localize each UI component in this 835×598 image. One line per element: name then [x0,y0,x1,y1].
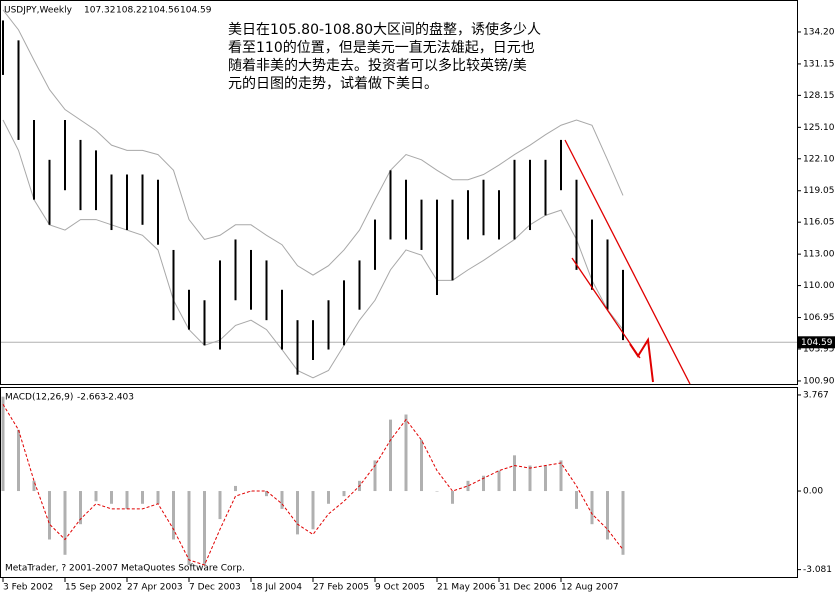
y-tick-label: 128.15 [803,91,835,101]
symbol: USDJPY,Weekly [4,6,73,16]
y-tick-label: 106.95 [803,313,835,323]
macd-bar [590,491,594,525]
annotation: 美日在105.80-108.80大区间的盘整，诱使多少人 看至110的位置，但是… [228,21,541,92]
high: 108.22 [116,6,148,16]
macd-bar [342,491,346,497]
macd-bar [513,455,516,492]
y-tick-label: 100.90 [803,376,835,386]
macd-bar [234,485,237,492]
plot: 134.20 131.15 128.15 125.10 122.10 119.05 116.… [1,9,835,593]
x-tick-label: 27 Feb 2005 [313,583,369,593]
macd-bar [373,460,377,492]
macd-bar [559,460,563,492]
x-tick-label: 7 Dec 2003 [189,583,241,593]
copyright: MetaTrader, ? 2001-2007 MetaQuotes Softw… [5,564,245,574]
y-tick-label: 3.767 [803,390,829,400]
open: 107.32 [84,6,116,16]
macd-bar [311,491,315,530]
macd-title: MACD(12,26,9) [5,393,73,403]
y-tick-label: 103.95 [803,344,835,354]
macd-bar [94,491,98,502]
y-tick-label: 122.10 [803,154,835,164]
annotation-line: 随着非美的大势走去。投资者可以多比较英镑/美 [228,57,527,74]
macd-bar [172,491,175,540]
macd-bar [296,491,299,535]
macd-bar [420,440,423,492]
low: 104.56 [148,6,180,16]
macd-bar [621,491,625,555]
macd-bar [528,465,532,492]
x-tick-label: 18 Jul 2004 [251,583,302,593]
macd-bar [156,491,160,504]
macd-bar [141,491,144,504]
bollinger-band [2,9,624,276]
macd-bar [451,491,454,504]
price-panel [0,0,798,385]
annotation-line: 美日在105.80-108.80大区间的盘整，诱使多少人 [228,21,541,38]
channel-line [571,257,641,359]
y-tick-label: 119.05 [803,186,835,196]
macd-signal [2,404,624,566]
macd-signal-value: -2.403 [105,393,134,403]
macd-bar [63,491,67,555]
current-price-label: 104.59 [801,338,833,348]
macd-bar [280,491,284,509]
y-tick-label: 131.15 [803,59,835,69]
macd-main: -2.663 [77,393,106,403]
macd-bar [1,396,5,492]
macd-bar [575,491,578,509]
y-tick-label: -3.081 [803,565,832,575]
macd-bar [218,491,222,520]
y-tick-label: 110.00 [803,281,835,291]
macd-bar [203,491,206,565]
y-tick-label: 134.20 [803,27,835,37]
x-tick-label: 21 May 2006 [437,583,496,593]
x-tick-label: 15 Sep 2002 [65,583,122,593]
annotation-line: 元的日图的走势，试着做下美日。 [228,76,438,92]
current-price-box [798,336,835,349]
channel-line [564,139,691,385]
macd-bar [125,491,129,509]
annotation-line: 看至110的位置，但是美元一直无法雄起，日元也 [228,39,535,56]
macd-bar [79,491,82,525]
macd-bar [497,470,501,492]
macd-bar [327,491,330,504]
y-tick-label: 125.10 [803,123,835,133]
macd-bar [389,419,392,492]
close: 104.59 [180,6,212,16]
x-tick-label: 12 Aug 2007 [561,583,619,593]
bollinger-band [2,119,624,379]
macd-bar [249,491,253,492]
macd-bar [110,491,113,504]
x-tick-label: 31 Dec 2006 [499,583,557,593]
arrow [629,337,654,383]
macd-bar [544,465,547,492]
x-tick-label: 9 Oct 2005 [375,583,425,593]
macd-bar [48,491,51,540]
macd-bar [482,475,485,492]
y-tick-label: 113.00 [803,250,835,260]
macd-bar [32,480,36,492]
header: USDJPY,Weekly 107.32 108.22 104.56 104.5… [4,6,245,574]
x-tick-label: 3 Feb 2002 [3,583,53,593]
macd-bar [606,491,609,540]
y-tick-label: 116.05 [803,218,835,228]
macd-bar [17,429,20,492]
macd-bar [404,414,408,492]
macd-bar [466,480,470,492]
macd-panel [0,387,798,578]
y-tick-label: 0.00 [803,487,823,497]
trend-drawing [564,139,691,385]
macd-bar [435,491,439,492]
x-tick-label: 27 Apr 2003 [127,583,183,593]
macd-bar [265,491,268,497]
macd-bar [187,491,191,565]
